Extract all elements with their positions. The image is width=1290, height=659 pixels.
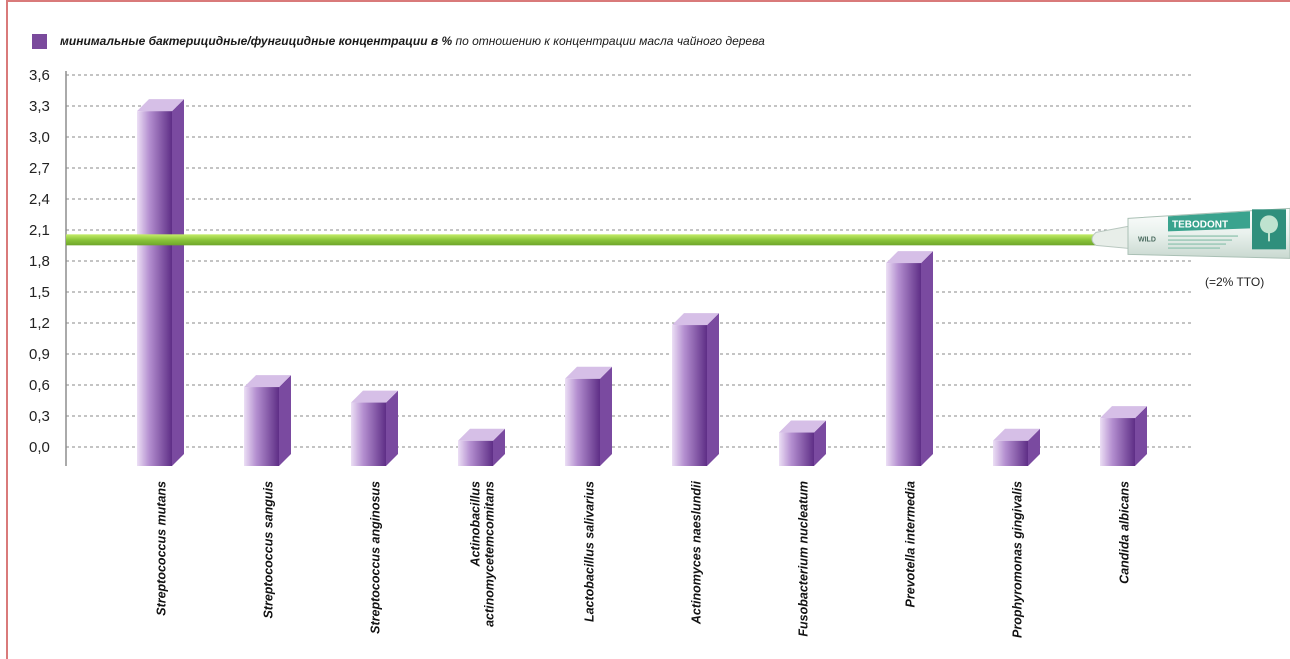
bar-top bbox=[458, 428, 505, 441]
bar-front bbox=[458, 440, 493, 466]
tube-text-line bbox=[1168, 235, 1238, 237]
bars-layer bbox=[137, 99, 1147, 467]
bar-side bbox=[1028, 428, 1040, 466]
x-category-label: Streptococcus sanguis bbox=[262, 481, 276, 619]
legend-rest-text: по отношению к концентрации масла чайног… bbox=[452, 34, 765, 48]
x-category-label: Fusobacterium nucleatum bbox=[797, 481, 811, 637]
x-category-label-line: Actinomyces naeslundii bbox=[690, 480, 704, 625]
bar-side bbox=[1135, 406, 1147, 466]
bar bbox=[779, 420, 826, 466]
y-tick-label: 0,6 bbox=[29, 377, 50, 394]
bar-top bbox=[137, 99, 184, 112]
bar-top bbox=[886, 251, 933, 264]
bar-top bbox=[672, 313, 719, 326]
bar bbox=[886, 251, 933, 466]
bar-side bbox=[493, 428, 505, 466]
y-tick-label: 3,6 bbox=[29, 67, 50, 84]
bar-front bbox=[565, 378, 600, 466]
tree-icon-crown bbox=[1260, 215, 1278, 234]
bar bbox=[1100, 406, 1147, 466]
bar-top bbox=[565, 366, 612, 379]
x-category-label-line: Streptococcus sanguis bbox=[262, 481, 276, 619]
x-category-label: Actinobacillusactinomycetemcomitans bbox=[469, 481, 497, 627]
bar-front bbox=[886, 263, 921, 466]
bar bbox=[672, 313, 719, 466]
x-category-label: Actinomyces naeslundii bbox=[690, 480, 704, 625]
y-tick-label: 1,8 bbox=[29, 253, 50, 270]
bar bbox=[244, 375, 291, 466]
reference-layer: TEBODONT WILD bbox=[66, 207, 1290, 259]
y-tick-label: 3,0 bbox=[29, 129, 50, 146]
bar bbox=[458, 428, 505, 466]
bar-front bbox=[137, 111, 172, 467]
tube-text-line bbox=[1168, 247, 1220, 249]
x-category-label-line: Lactobacillus salivarius bbox=[583, 481, 597, 622]
bar-front bbox=[672, 325, 707, 466]
bar bbox=[351, 390, 398, 466]
tube-brand-text: WILD bbox=[1138, 236, 1156, 243]
tube-brand-band bbox=[1168, 211, 1250, 232]
reference-label: (=2% TTO) bbox=[1205, 275, 1264, 289]
y-tick-label: 1,5 bbox=[29, 284, 50, 301]
legend-bold-text: минимальные бактерицидные/фунгицидные ко… bbox=[60, 34, 453, 48]
bar-top bbox=[351, 390, 398, 403]
x-category-label-line: actinomycetemcomitans bbox=[483, 481, 497, 627]
bar-front bbox=[351, 402, 386, 466]
x-category-label-line: Streptococcus mutans bbox=[155, 481, 169, 616]
bar-top bbox=[244, 375, 291, 388]
tube-logo-text: TEBODONT bbox=[1172, 219, 1228, 230]
bar bbox=[993, 428, 1040, 466]
bar-side bbox=[386, 390, 398, 466]
x-category-label-line: Streptococcus anginosus bbox=[369, 481, 383, 634]
tube-text-line bbox=[1168, 243, 1226, 245]
x-category-label-line: Fusobacterium nucleatum bbox=[797, 481, 811, 637]
bar-side bbox=[814, 420, 826, 466]
legend: минимальные бактерицидные/фунгицидные ко… bbox=[32, 32, 765, 50]
tube-text-line bbox=[1168, 239, 1232, 241]
y-tick-label: 0,9 bbox=[29, 346, 50, 363]
bar-side bbox=[600, 366, 612, 466]
x-category-label: Lactobacillus salivarius bbox=[583, 481, 597, 622]
y-tick-label: 3,3 bbox=[29, 98, 50, 115]
bar-front bbox=[993, 440, 1028, 466]
grid-layer bbox=[65, 71, 1192, 466]
reference-line bbox=[66, 234, 1116, 246]
bar-side bbox=[921, 251, 933, 466]
bar-top bbox=[1100, 406, 1147, 419]
y-tick-label: 2,1 bbox=[29, 222, 50, 239]
legend-text: минимальные бактерицидные/фунгицидные ко… bbox=[60, 34, 765, 48]
y-tick-label: 2,4 bbox=[29, 191, 50, 208]
bar bbox=[565, 366, 612, 466]
bar-side bbox=[707, 313, 719, 466]
bar-front bbox=[1100, 418, 1135, 466]
labels-layer: 0,0 0,3 0,6 0,9 1,2 1,5 1,8 2,1 2,4 2,7 3,0 3,3 3,6 (… bbox=[29, 67, 1264, 638]
bar-side bbox=[279, 375, 291, 466]
x-category-label: Candida albicans bbox=[1118, 481, 1132, 584]
toothpaste-tube-icon: TEBODONT WILD bbox=[1091, 207, 1290, 259]
y-tick-label: 0,0 bbox=[29, 439, 50, 456]
x-category-label-line: Prevotella intermedia bbox=[904, 481, 918, 607]
tube-cap bbox=[1091, 225, 1129, 249]
bar-front bbox=[244, 387, 279, 466]
x-category-label: Streptococcus mutans bbox=[155, 481, 169, 616]
y-tick-label: 2,7 bbox=[29, 160, 50, 177]
x-category-label: Streptococcus anginosus bbox=[369, 481, 383, 634]
bar bbox=[137, 99, 184, 467]
tree-icon-trunk bbox=[1268, 232, 1270, 242]
x-category-label: Prophyromonas gingivalis bbox=[1011, 481, 1025, 638]
bar-top bbox=[993, 428, 1040, 441]
legend-swatch bbox=[32, 33, 47, 49]
bar-side bbox=[172, 99, 184, 467]
y-tick-label: 0,3 bbox=[29, 408, 50, 425]
bar-top bbox=[779, 420, 826, 433]
bar-front bbox=[779, 432, 814, 466]
y-tick-label: 1,2 bbox=[29, 315, 50, 332]
x-category-label: Prevotella intermedia bbox=[904, 481, 918, 607]
x-category-label-line: Prophyromonas gingivalis bbox=[1011, 481, 1025, 638]
x-category-label-line: Actinobacillus bbox=[469, 481, 483, 567]
chart-frame bbox=[6, 0, 1290, 659]
x-category-label-line: Candida albicans bbox=[1118, 481, 1132, 584]
